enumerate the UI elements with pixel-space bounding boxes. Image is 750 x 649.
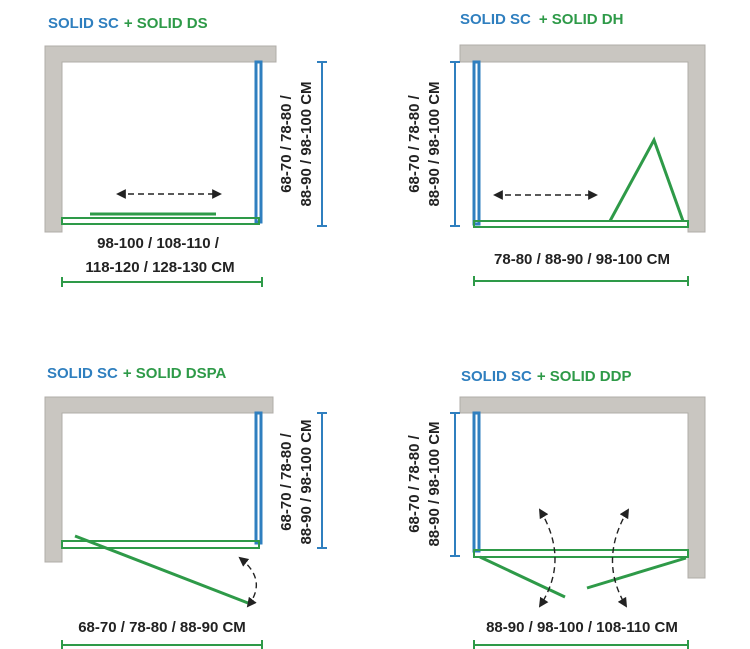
wall <box>44 45 277 233</box>
height-label: 88-90 / 98-100 CM <box>298 81 315 206</box>
panel-dspa: SOLID SC + SOLID DSPA 68-70 / 78-80 / 88-… <box>44 365 327 649</box>
pivot-door <box>586 556 687 590</box>
panel-title: SOLID SC + SOLID DDP <box>461 368 631 385</box>
height-label: 88-90 / 98-100 CM <box>426 421 443 546</box>
base <box>473 549 689 558</box>
panel-ds: SOLID SC + SOLID DS 68-70 / 78-80 / 88-90… <box>44 15 327 287</box>
base <box>61 540 260 549</box>
fixed-panel <box>254 60 263 224</box>
height-label: 68-70 / 78-80 / <box>278 94 295 192</box>
fixed-panel <box>472 411 481 553</box>
base <box>61 217 260 225</box>
panel-title: SOLID SC + SOLID DS <box>48 15 208 32</box>
panel-title: SOLID SC + SOLID DSPA <box>47 365 227 382</box>
width-label: 68-70 / 78-80 / 88-90 CM <box>78 619 246 636</box>
width-label: 118-120 / 128-130 CM <box>85 259 234 276</box>
pivot-door <box>479 555 566 599</box>
height-label: 88-90 / 98-100 CM <box>426 81 443 206</box>
arrow <box>538 508 556 608</box>
base <box>473 220 689 228</box>
width-label: 78-80 / 88-90 / 98-100 CM <box>494 251 670 268</box>
fixed-panel <box>472 60 481 226</box>
height-label: 68-70 / 78-80 / <box>406 434 423 532</box>
arrow <box>238 556 257 608</box>
hinged-door <box>608 136 685 222</box>
pivot-door <box>74 534 249 605</box>
width-label: 88-90 / 98-100 / 108-110 CM <box>486 619 678 636</box>
wall <box>44 396 274 563</box>
height-label: 88-90 / 98-100 CM <box>298 419 315 544</box>
height-label: 68-70 / 78-80 / <box>406 94 423 192</box>
arrow <box>611 508 630 608</box>
wall <box>459 44 706 233</box>
panel-ddp: SOLID SC + SOLID DDP 68-70 / 78-80 / 88-9… <box>406 368 706 649</box>
panel-title: SOLID SC + SOLID DH <box>460 11 623 28</box>
fixed-panel <box>254 411 263 545</box>
width-label: 98-100 / 108-110 / <box>97 235 220 252</box>
panel-dh: SOLID SC + SOLID DH 68-70 / 78-80 / 88-90… <box>406 11 706 286</box>
height-label: 68-70 / 78-80 / <box>278 432 295 530</box>
